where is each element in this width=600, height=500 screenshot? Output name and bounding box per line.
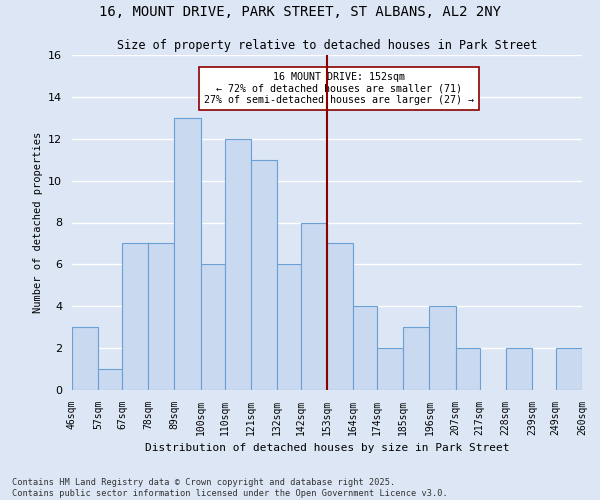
Bar	[377, 348, 403, 390]
Title: Size of property relative to detached houses in Park Street: Size of property relative to detached ho…	[117, 40, 537, 52]
Bar	[506, 348, 532, 390]
Bar	[175, 118, 200, 390]
Bar	[353, 306, 377, 390]
Bar	[98, 369, 122, 390]
Bar	[148, 244, 175, 390]
Bar	[403, 327, 430, 390]
Bar	[251, 160, 277, 390]
Text: Contains HM Land Registry data © Crown copyright and database right 2025.
Contai: Contains HM Land Registry data © Crown c…	[12, 478, 448, 498]
Bar	[277, 264, 301, 390]
Bar	[301, 222, 327, 390]
Bar	[556, 348, 582, 390]
Bar	[430, 306, 455, 390]
Y-axis label: Number of detached properties: Number of detached properties	[32, 132, 43, 313]
X-axis label: Distribution of detached houses by size in Park Street: Distribution of detached houses by size …	[145, 444, 509, 454]
Bar	[327, 244, 353, 390]
Bar	[122, 244, 148, 390]
Bar	[224, 138, 251, 390]
Bar	[200, 264, 224, 390]
Bar	[72, 327, 98, 390]
Bar	[455, 348, 479, 390]
Text: 16 MOUNT DRIVE: 152sqm
← 72% of detached houses are smaller (71)
27% of semi-det: 16 MOUNT DRIVE: 152sqm ← 72% of detached…	[204, 72, 474, 105]
Text: 16, MOUNT DRIVE, PARK STREET, ST ALBANS, AL2 2NY: 16, MOUNT DRIVE, PARK STREET, ST ALBANS,…	[99, 5, 501, 19]
